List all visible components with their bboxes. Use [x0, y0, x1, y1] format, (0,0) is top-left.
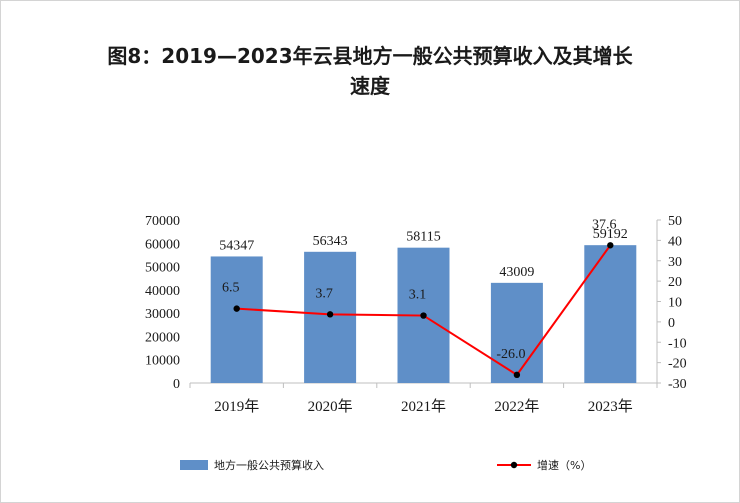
growth-point-2019年: [233, 305, 240, 312]
right-y-tick-label: -10: [668, 336, 687, 351]
legend-line-marker: [510, 461, 518, 469]
growth-value-label: 6.5: [222, 281, 240, 296]
right-y-tick-label: 50: [668, 214, 682, 229]
growth-point-2022年: [513, 371, 521, 379]
growth-value-label: -26.0: [496, 347, 525, 362]
left-y-tick-label: 50000: [145, 261, 180, 276]
bar-value-label: 43009: [499, 265, 534, 280]
bar-2023年: [584, 245, 637, 383]
bar-2022年: [490, 282, 543, 383]
bar-value-label: 59192: [593, 227, 628, 242]
left-y-tick-label: 40000: [145, 284, 180, 299]
chart-title-line2: 速度: [350, 74, 391, 98]
left-y-tick-label: 70000: [145, 214, 180, 229]
bar-value-label: 56343: [313, 234, 348, 249]
right-y-tick-label: -30: [668, 377, 687, 392]
x-tick-label: 2020年: [308, 398, 353, 415]
left-y-tick-label: 0: [173, 377, 180, 392]
bar-value-label: 54347: [219, 238, 254, 253]
right-y-tick-label: 40: [668, 234, 682, 249]
x-tick-label: 2022年: [494, 398, 539, 415]
x-tick-label: 2019年: [214, 398, 259, 415]
line-series: [233, 242, 614, 379]
data-labels: 54347 56343 58115 43009 59192 6.5 3.7 3.1 -26.0 3…: [219, 217, 628, 362]
left-y-tick-label: 20000: [145, 330, 180, 345]
axes: 70000 60000 50000 40000 30000 20000 10000 0 50 40…: [145, 214, 687, 415]
x-tick-label: 2023年: [588, 398, 633, 415]
right-y-tick-label: -20: [668, 357, 687, 372]
growth-value-label: 3.7: [315, 286, 333, 301]
right-y-tick-label: 30: [668, 255, 682, 270]
legend: 地方一般公共预算收入 增速（%）: [180, 458, 591, 472]
right-y-tick-label: 20: [668, 275, 682, 290]
legend-bar-label: 地方一般公共预算收入: [214, 458, 324, 472]
growth-point-2023年: [607, 242, 614, 249]
right-y-tick-label: 10: [668, 296, 682, 311]
left-y-tick-label: 60000: [145, 237, 180, 252]
growth-value-label: 3.1: [409, 288, 427, 303]
left-y-tick-label: 10000: [145, 354, 180, 369]
x-tick-label: 2021年: [401, 398, 446, 415]
legend-bar-swatch: [180, 460, 208, 470]
chart-title-line1: 图8：2019—2023年云县地方一般公共预算收入及其增长: [107, 44, 633, 68]
growth-point-2020年: [326, 311, 334, 318]
bar-2019年: [210, 256, 263, 383]
bar-value-label: 58115: [406, 230, 440, 245]
growth-point-2021年: [420, 312, 427, 319]
legend-line-label: 增速（%）: [537, 458, 591, 472]
right-y-tick-label: 0: [668, 316, 675, 331]
left-y-tick-label: 30000: [145, 307, 180, 322]
growth-value-label: 37.6: [592, 217, 617, 232]
